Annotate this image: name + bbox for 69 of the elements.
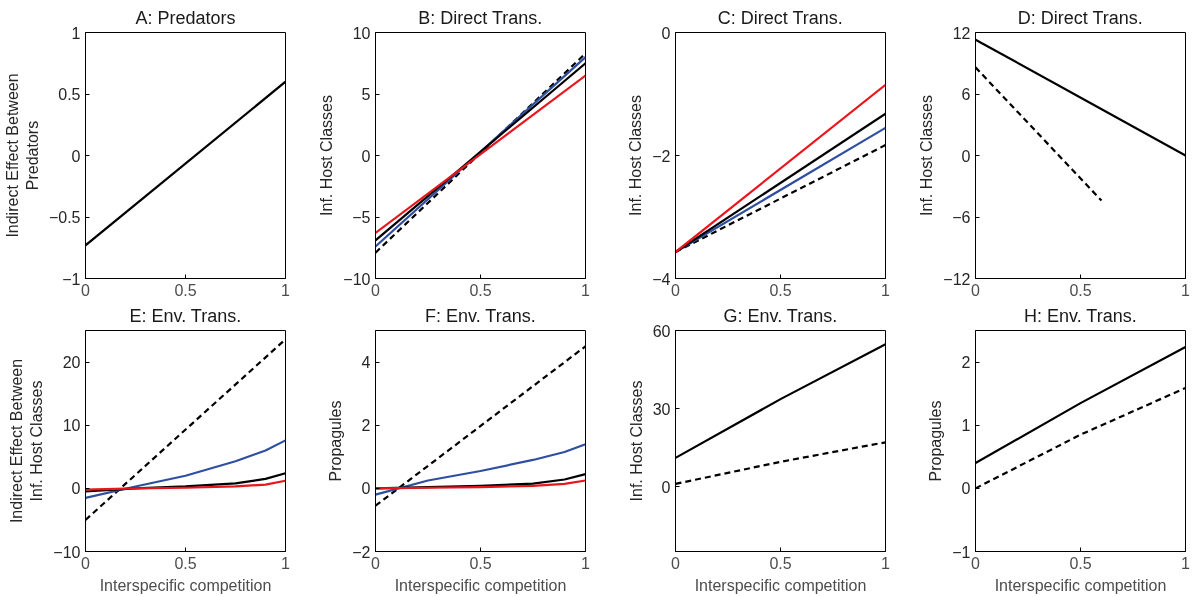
x-tick-label: 0.5 (769, 281, 792, 299)
y-tick-label: 10 (62, 417, 81, 435)
y-axis-title: Inf. Host Classes (627, 95, 645, 216)
x-tick-label: 1 (1181, 554, 1191, 572)
y-tick-label: 5 (361, 86, 371, 103)
x-tick-label: 1 (1181, 281, 1191, 299)
y-tick-label: 20 (62, 354, 81, 372)
y-tick-label: 0 (71, 147, 81, 165)
y-tick-label: 6 (961, 86, 971, 103)
chart-title: G: Env. Trans. (723, 305, 838, 326)
x-tick-label: 1 (881, 554, 891, 572)
x-tick-label: 1 (581, 554, 591, 572)
chart-title: E: Env. Trans. (129, 305, 242, 326)
y-axis-title: Indirect Effect Between Inf. Host Classes (7, 358, 46, 524)
y-tick-label: −2 (652, 147, 671, 165)
y-tick-label: 1 (961, 417, 971, 435)
x-tick-label: 0.5 (1069, 554, 1092, 572)
y-axis-title: Indirect Effect Between Predators (3, 73, 41, 238)
x-axis-title: Interspecific competition (694, 576, 867, 594)
x-tick-label: 0.5 (469, 281, 492, 299)
y-tick-label: 60 (652, 322, 671, 340)
y-tick-label: 2 (361, 417, 371, 435)
chart-title: D: Direct Trans. (1017, 7, 1143, 28)
y-axis-title: Propagules (927, 400, 945, 482)
x-tick-label: 0.5 (1069, 281, 1092, 299)
x-tick-label: 1 (881, 281, 891, 299)
chart-title: F: Env. Trans. (424, 305, 536, 326)
x-tick-label: 0.5 (174, 554, 197, 572)
y-tick-label: 0 (361, 480, 371, 498)
y-tick-label: −4 (652, 270, 671, 288)
x-axis-title: Interspecific competition (394, 576, 567, 594)
y-tick-label: −2 (352, 543, 371, 561)
chart-title: B: Direct Trans. (418, 7, 543, 28)
y-tick-label: 0 (961, 147, 971, 165)
y-axis-title: Inf. Host Classes (627, 380, 645, 502)
x-tick-label: 1 (281, 281, 291, 299)
y-tick-label: −1 (952, 543, 971, 561)
chart-title: A: Predators (135, 7, 236, 28)
y-tick-label: 0 (961, 480, 971, 498)
y-tick-label: 10 (352, 24, 371, 42)
x-axis-title: Interspecific competition (994, 576, 1167, 594)
y-axis-title: Inf. Host Classes (918, 95, 936, 216)
x-tick-label: 1 (581, 281, 591, 299)
x-tick-label: 0.5 (174, 281, 197, 299)
y-tick-label: 0 (71, 480, 81, 498)
y-tick-label: −1 (62, 270, 81, 288)
y-tick-label: −12 (943, 270, 971, 288)
y-tick-label: −10 (343, 270, 371, 288)
y-axis-title: Inf. Host Classes (318, 95, 336, 216)
y-tick-label: 1 (71, 24, 81, 42)
x-axis-title: Interspecific competition (99, 576, 272, 594)
y-tick-label: −5 (352, 209, 371, 226)
y-tick-label: 2 (961, 354, 971, 372)
y-tick-label: 4 (361, 354, 371, 372)
y-tick-label: 0 (661, 478, 671, 496)
y-axis-title: Propagules (327, 400, 345, 482)
y-tick-label: 30 (652, 400, 671, 418)
chart-title: H: Env. Trans. (1023, 305, 1137, 326)
y-tick-label: 0 (661, 24, 671, 42)
y-tick-label: −6 (952, 209, 971, 226)
x-tick-label: 0.5 (469, 554, 492, 572)
y-tick-label: −10 (53, 543, 81, 561)
y-tick-label: −0.5 (48, 209, 81, 226)
y-tick-label: 0.5 (58, 86, 81, 103)
x-tick-label: 1 (281, 554, 291, 572)
chart-title: C: Direct Trans. (717, 7, 843, 28)
y-tick-label: 12 (952, 24, 971, 42)
y-tick-label: 0 (361, 147, 371, 165)
x-tick-label: 0.5 (769, 554, 792, 572)
